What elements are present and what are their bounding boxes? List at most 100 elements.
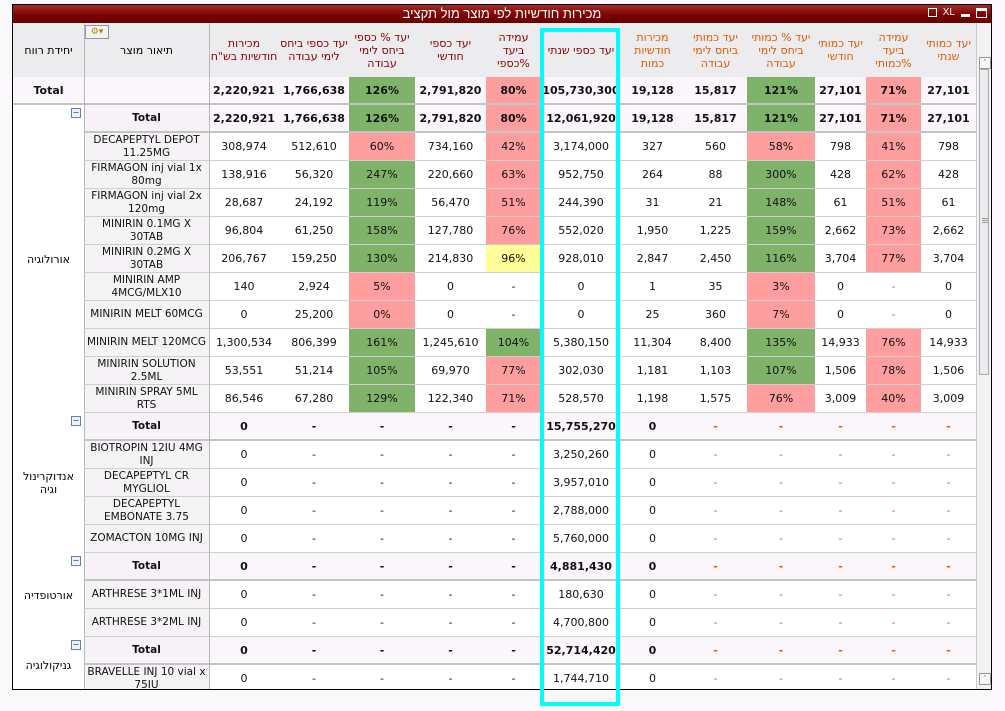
header-monthly-sales-ils[interactable]: מכירות חודשיות בש"ח <box>210 37 278 63</box>
maximize-icon[interactable] <box>976 7 987 18</box>
options-dropdown-icon[interactable]: ⚙▾ <box>85 25 109 39</box>
cell-monthly-sales-ils: 0 <box>240 588 248 601</box>
scroll-down-icon[interactable]: ˇ <box>979 673 991 685</box>
header-qty-target-pct-workdays[interactable]: יעד % כמותי ביחס לימי עבודה <box>751 30 811 70</box>
cell-annual-money-target: 5,380,150 <box>553 336 609 349</box>
grip-icon <box>982 218 988 219</box>
cell-money-target-achievement: - <box>511 419 516 433</box>
cell-monthly-money-target: 2,791,820 <box>419 83 482 97</box>
cell-monthly-sales-qty: 1,198 <box>636 392 669 405</box>
header-money-target-pct-workdays[interactable]: יעד % כספי ביחס לימי עבודה <box>354 30 410 70</box>
cell-annual-money-target: 552,020 <box>558 224 604 237</box>
product-description[interactable]: MINIRIN AMP 4MCG/MLX10 <box>84 273 209 300</box>
cell-money-target-achievement: 51% <box>486 189 541 216</box>
scroll-thumb[interactable] <box>979 69 989 375</box>
cell-annual-qty-target: - <box>946 672 951 685</box>
header-money-target-achievement[interactable]: עמידה ביעד %כספי <box>497 30 530 70</box>
cell-monthly-qty-target: 27,101 <box>819 111 862 125</box>
product-description[interactable]: MINIRIN SOLUTION 2.5ML <box>84 357 209 384</box>
cell-qty-target-workdays: - <box>713 419 718 433</box>
product-description[interactable]: BIOTROPIN 12IU 4MG INJ <box>84 441 209 468</box>
product-description[interactable]: ZOMACTON 10MG INJ <box>84 525 209 552</box>
header-money-target-workdays[interactable]: יעד כספי ביחס לימי עבודה <box>280 37 348 63</box>
table-row: FIRMAGON inj vial 2x 120mg 28,687 24,192 11… <box>13 189 976 217</box>
cell-money-target-pct-workdays: 126% <box>349 105 415 131</box>
cell-qty-target-workdays: 560 <box>705 140 726 153</box>
cell-qty-target-workdays: - <box>713 672 718 685</box>
table-header: יחידת רווח תיאור מוצר ⚙▾ מכירות חודשיות … <box>13 23 991 79</box>
product-description[interactable]: MINIRIN 0.2MG X 30TAB <box>84 245 209 272</box>
cell-monthly-qty-target: - <box>838 504 843 517</box>
cell-annual-qty-target: - <box>946 532 951 545</box>
product-description[interactable]: MINIRIN SPRAY 5ML RTS <box>84 385 209 412</box>
cell-monthly-money-target: 214,830 <box>427 252 474 265</box>
cell-annual-qty-target: 3,009 <box>932 392 965 405</box>
collapse-icon[interactable]: − <box>71 416 81 426</box>
profit-unit-label: גניקולוגיה <box>25 658 72 672</box>
product-description[interactable]: Total <box>84 553 209 579</box>
header-profit-unit[interactable]: יחידת רווח <box>24 43 73 57</box>
cell-monthly-qty-target: 27,101 <box>819 83 862 97</box>
cell-money-target-pct-workdays: 247% <box>349 161 415 188</box>
profit-unit-label: אנדוקרינול וגיה <box>23 470 74 496</box>
cell-monthly-sales-qty: 0 <box>648 559 657 573</box>
cell-monthly-money-target: 734,160 <box>427 140 474 153</box>
header-annual-qty-target[interactable]: יעד כמותי שנתי <box>926 37 971 63</box>
product-description[interactable]: MINIRIN MELT 60MCG <box>84 301 209 328</box>
cell-qty-target-achievement: 62% <box>866 161 921 188</box>
cell-qty-target-workdays: 360 <box>705 308 726 321</box>
product-description[interactable]: Total <box>84 105 209 131</box>
collapse-icon[interactable]: − <box>71 640 81 650</box>
cell-money-target-pct-workdays: - <box>380 476 384 489</box>
cell-monthly-sales-qty: 25 <box>645 308 660 321</box>
cell-money-target-achievement: 71% <box>486 385 541 412</box>
product-description[interactable]: Total <box>84 413 209 439</box>
header-annual-money-target[interactable]: יעד כספי שנתי <box>547 43 615 57</box>
printer-icon[interactable] <box>927 8 937 17</box>
collapse-icon[interactable]: − <box>71 556 81 566</box>
product-description[interactable]: BRAVELLE INJ 10 vial x 75IU <box>84 665 209 689</box>
cell-money-target-workdays: 24,192 <box>294 196 334 209</box>
export-excel-button[interactable]: XL <box>942 7 955 18</box>
cell-qty-target-achievement: 71% <box>866 105 921 131</box>
header-product-description[interactable]: תיאור מוצר <box>120 43 173 57</box>
product-description[interactable]: ARTHRESE 3*2ML INJ <box>84 609 209 636</box>
header-qty-target-workdays[interactable]: יעד כמותי ביחס לימי עבודה <box>692 30 739 70</box>
cell-qty-target-pct-workdays: 159% <box>747 217 815 244</box>
product-description[interactable]: ARTHRESE 3*1ML INJ <box>84 581 209 608</box>
product-description[interactable]: DECAPEPTYL DEPOT 11.25MG <box>84 133 209 160</box>
cell-monthly-money-target: 56,470 <box>431 196 470 209</box>
header-qty-target-achievement[interactable]: עמידה ביעד %כמותי <box>875 30 912 70</box>
group-total-row: Total 0 - - - - 52,714,420 0 - - - - - <box>13 637 976 665</box>
product-description[interactable]: FIRMAGON inj vial 1x 80mg <box>84 161 209 188</box>
product-description[interactable]: MINIRIN 0.1MG X 30TAB <box>84 217 209 244</box>
cell-qty-target-pct-workdays: 121% <box>747 77 815 103</box>
cell-qty-target-pct-workdays: - <box>779 532 783 545</box>
product-description[interactable]: DECAPEPTYL EMBONATE 3.75 <box>84 497 209 524</box>
vertical-scrollbar[interactable]: ˆ ˇ <box>976 23 991 689</box>
cell-qty-target-achievement: - <box>891 672 896 685</box>
collapse-icon[interactable]: − <box>71 108 81 118</box>
cell-monthly-sales-qty: 0 <box>648 419 657 433</box>
group-total-row: Total 2,220,921 1,766,638 126% 2,791,820 80% 1… <box>13 105 976 133</box>
window-title: מכירות חודשיות לפי מוצר מול תקציב <box>402 6 602 21</box>
cell-money-target-achievement: - <box>511 504 516 517</box>
cell-qty-target-pct-workdays: 148% <box>747 189 815 216</box>
cell-money-target-workdays: 56,320 <box>294 168 334 181</box>
product-description[interactable]: DECAPEPTYL CR MYGLIOL <box>84 469 209 496</box>
product-description[interactable]: Total <box>84 637 209 663</box>
header-monthly-sales-qty[interactable]: מכירות חודשיות כמות <box>634 30 671 70</box>
profit-unit-cell: אורולוגיה − <box>13 105 84 414</box>
header-monthly-qty-target[interactable]: יעד כמותי חודשי <box>818 37 863 63</box>
scroll-up-icon[interactable]: ˆ <box>979 57 991 69</box>
cell-monthly-sales-ils: 0 <box>240 616 248 629</box>
product-description[interactable]: FIRMAGON inj vial 2x 120mg <box>84 189 209 216</box>
cell-annual-money-target: 302,030 <box>558 364 604 377</box>
cell-annual-money-target: 2,788,000 <box>553 504 609 517</box>
header-monthly-money-target[interactable]: יעד כספי חודשי <box>429 37 472 63</box>
cell-annual-qty-target: 14,933 <box>929 336 968 349</box>
product-description[interactable]: MINIRIN MELT 120MCG <box>84 329 209 356</box>
minimize-icon[interactable] <box>961 14 970 17</box>
cell-money-target-workdays: 512,610 <box>291 140 337 153</box>
profit-unit-label: אורטופדיה <box>23 588 74 602</box>
